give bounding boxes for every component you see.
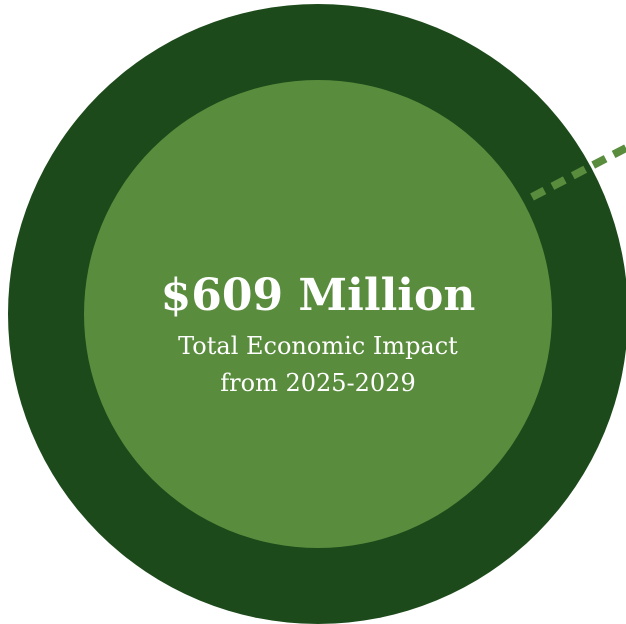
subtitle-line-1: Total Economic Impact (178, 332, 458, 360)
connector-dotted-line (530, 144, 626, 201)
headline-value: $609 Million (161, 270, 476, 321)
inner-circle (84, 80, 552, 548)
subtitle-line-2: from 2025-2029 (220, 369, 415, 397)
